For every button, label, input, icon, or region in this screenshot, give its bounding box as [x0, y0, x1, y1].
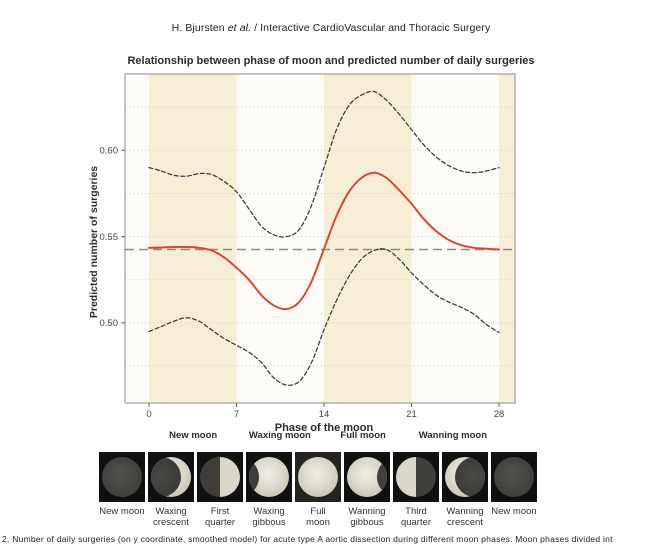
moon-group-labels: New moon Waxing moon Full moon Wanning moon — [99, 430, 537, 444]
moon-tiles-row — [99, 452, 537, 502]
moon-phase-label: Third quarter — [400, 506, 432, 528]
figure-caption: 2. Number of daily surgeries (on y coord… — [2, 534, 613, 544]
running-head-authors: H. Bjursten — [171, 22, 228, 34]
wanning-crescent-moon-icon — [445, 457, 485, 497]
moon-tile-waxing-crescent — [148, 452, 194, 502]
moon-tile-wanning-gibbous — [344, 452, 390, 502]
lower-confidence-curve — [148, 248, 500, 386]
moon-tile-wanning-crescent — [442, 452, 488, 502]
moon-tile-first-quarter — [197, 452, 243, 502]
chart-area: 0.50 0.55 0.60 0 7 14 21 28 Phase of the moon Pre… — [0, 70, 662, 434]
running-head-etal: et al. — [227, 22, 252, 34]
moon-group-label: Waxing moon — [248, 430, 311, 441]
journal-running-head: H. Bjursten et al. / Interactive CardioV… — [0, 22, 662, 34]
moon-group-label: New moon — [169, 430, 218, 441]
y-axis-label: Predicted number of surgeries — [88, 166, 100, 318]
moon-phase-label: Wanning gibbous — [348, 506, 386, 528]
y-tick-label: 0.50 — [100, 318, 119, 329]
x-tick-label: 14 — [319, 409, 330, 420]
moon-tile-new — [99, 452, 145, 502]
moon-group-label: Wanning moon — [418, 430, 488, 441]
x-tick-label: 0 — [146, 409, 151, 420]
moon-phase-label: New moon — [99, 506, 145, 517]
third-quarter-moon-icon — [396, 457, 436, 497]
shaded-band — [499, 74, 515, 403]
moon-phase-strip: New moon Waxing moon Full moon Wanning moon… — [99, 430, 537, 532]
moon-tile-waxing-gibbous — [246, 452, 292, 502]
waxing-gibbous-moon-icon — [249, 457, 289, 497]
moon-tile-new — [491, 452, 537, 502]
x-tick-label: 21 — [406, 409, 417, 420]
wanning-gibbous-moon-icon — [347, 457, 387, 497]
waxing-crescent-moon-icon — [151, 457, 191, 497]
new-moon-icon — [102, 457, 142, 497]
shaded-band — [149, 74, 237, 403]
x-tick-label: 7 — [234, 409, 239, 420]
y-tick-label: 0.55 — [100, 232, 119, 243]
moon-tile-full — [295, 452, 341, 502]
x-tick-label: 28 — [494, 409, 505, 420]
upper-confidence-curve — [148, 90, 500, 238]
first-quarter-moon-icon — [200, 457, 240, 497]
plot-panel-border — [124, 73, 516, 404]
moon-phase-label: First quarter — [204, 506, 236, 528]
x-axis-label: Phase of the moon — [275, 422, 374, 434]
moon-group-label: Full moon — [340, 430, 386, 441]
moon-phase-labels: New moon Waxing crescent First quarter Waxing… — [99, 506, 537, 528]
moon-tile-third-quarter — [393, 452, 439, 502]
moon-phase-label: Full moon — [306, 506, 330, 528]
full-moon-icon — [298, 457, 338, 497]
moon-phase-label: Waxing gibbous — [252, 506, 286, 528]
running-head-journal: / Interactive CardioVascular and Thoraci… — [251, 22, 491, 34]
predicted-fit-curve — [148, 171, 500, 311]
moon-phase-label: Waxing crescent — [153, 506, 189, 528]
figure-title: Relationship between phase of moon and p… — [127, 55, 535, 67]
moon-phase-label: New moon — [491, 506, 537, 517]
shaded-band — [324, 74, 412, 403]
moon-phase-label: Wanning crescent — [446, 506, 484, 528]
moon-surgery-plot: 0.50 0.55 0.60 0 7 14 21 28 Phase of the moon Pre… — [88, 73, 516, 434]
y-tick-label: 0.60 — [100, 145, 119, 156]
new-moon-icon — [494, 457, 534, 497]
